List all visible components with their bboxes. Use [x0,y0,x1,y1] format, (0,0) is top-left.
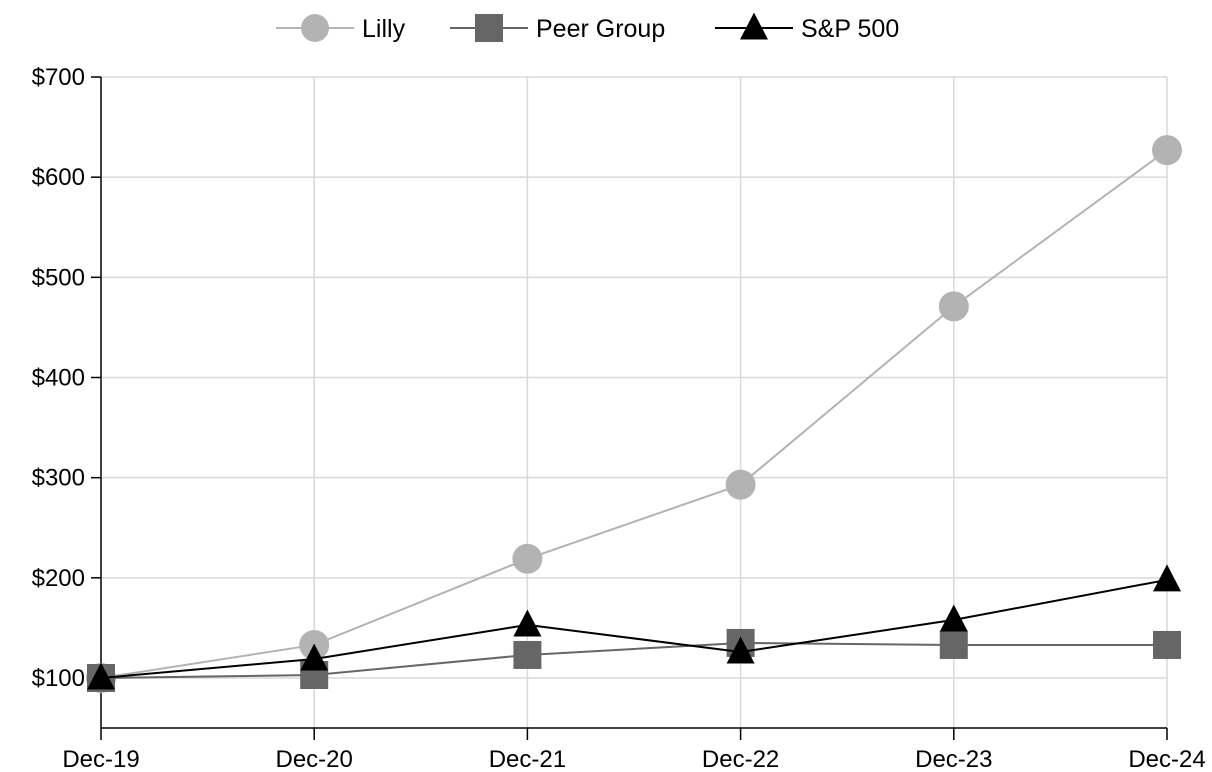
series-lilly [86,135,1182,693]
y-tick-label: $500 [32,264,85,291]
series-group [86,135,1182,693]
data-point-peer-group [513,640,542,669]
data-point-s-p-500 [939,604,968,632]
x-axis-tick-labels: Dec-19 Dec-20 Dec-21 Dec-22 Dec-23 Dec-24 [62,746,1205,772]
y-tick-label: $100 [32,665,85,692]
legend-marker-peer-group [475,14,503,42]
data-point-lilly [725,469,756,500]
series-line-s-p-500 [100,578,1168,679]
data-point-peer-group [1153,630,1181,659]
grid-lines [101,76,1168,728]
data-point-s-p-500 [87,662,115,690]
data-point-lilly [1152,135,1182,166]
data-point-s-p-500 [726,636,755,664]
x-tick-label: Dec-20 [276,746,353,772]
legend-marker-lilly [301,14,329,42]
data-point-s-p-500 [300,643,329,671]
data-point-lilly [512,543,543,574]
legend-label-peer-group: Peer Group [536,15,665,43]
data-point-s-p-500 [1153,564,1181,592]
series-s-p-500 [87,564,1181,690]
x-tick-label: Dec-24 [1128,746,1205,772]
y-axis-tick-labels: $100 $200 $300 $400 $500 $600 $700 [32,64,85,692]
y-tick-label: $600 [32,164,85,191]
x-tick-label: Dec-21 [489,746,566,772]
data-point-lilly [938,291,969,322]
legend: Lilly Peer Group S&P 500 [276,12,899,43]
series-line-peer-group [100,641,1167,679]
legend-item-s-p-500: S&P 500 [715,12,899,43]
y-tick-label: $300 [32,465,85,492]
legend-label-lilly: Lilly [362,15,406,43]
x-tick-label: Dec-19 [62,746,139,772]
series-peer-group [87,628,1181,692]
legend-item-lilly: Lilly [276,14,406,43]
x-tick-label: Dec-22 [702,746,779,772]
y-tick-label: $400 [32,365,85,392]
y-tick-label: $700 [32,64,85,91]
series-line-lilly [100,149,1168,679]
y-tick-label: $200 [32,565,85,592]
x-tick-label: Dec-23 [915,746,992,772]
data-point-s-p-500 [513,609,542,637]
legend-label-s-p-500: S&P 500 [801,15,899,43]
data-point-peer-group [939,630,968,659]
legend-marker-s-p-500 [740,12,768,40]
legend-item-peer-group: Peer Group [450,14,665,43]
